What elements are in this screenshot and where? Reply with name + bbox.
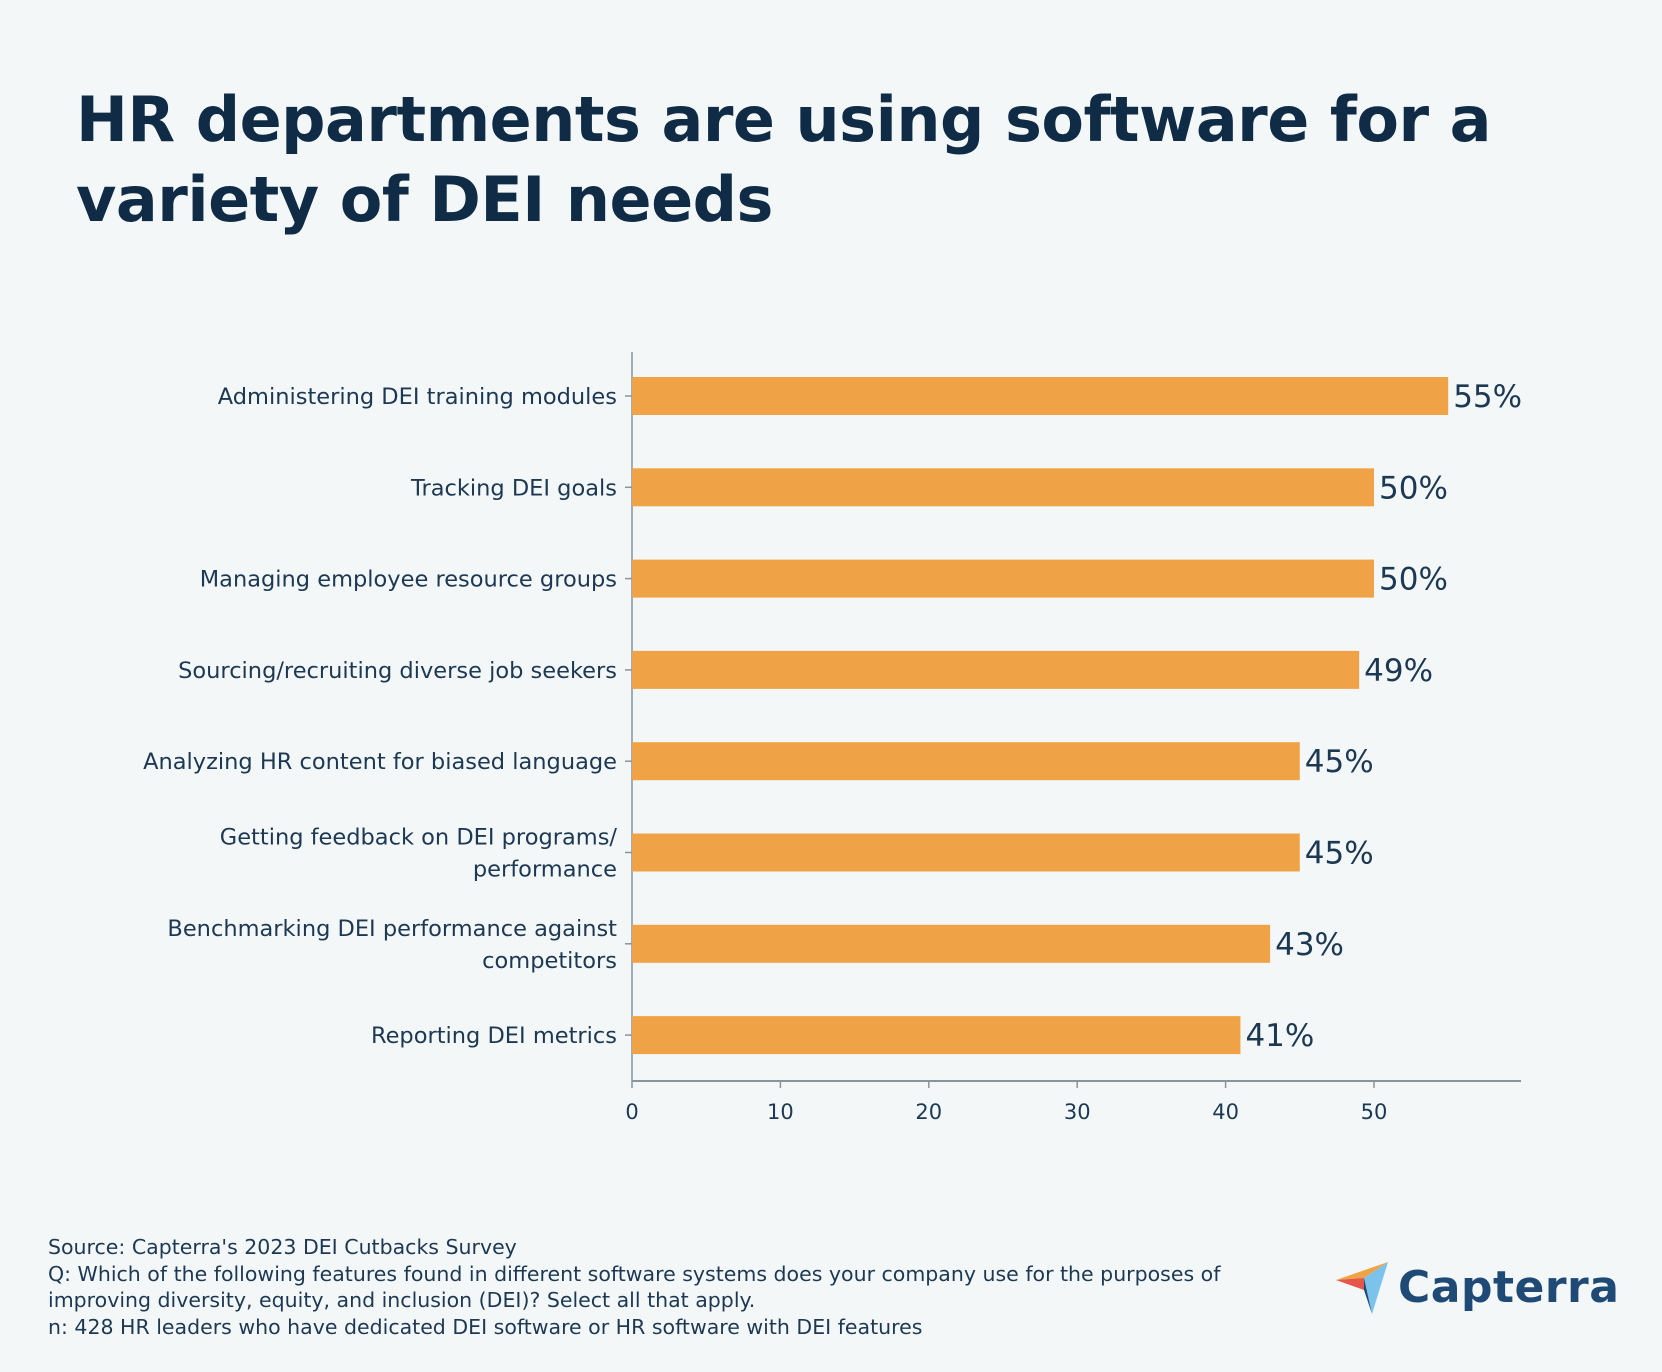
chart-title: HR departments are using software for a …	[76, 83, 1491, 236]
data-label: 55%	[1453, 379, 1522, 415]
source-note: Source: Capterra's 2023 DEI Cutbacks Sur…	[48, 1235, 517, 1259]
bar-chart: 0 10 20 30 40 50 55% Administering DEI training…	[143, 352, 1522, 1124]
category-label: performance	[473, 857, 617, 883]
data-label: 41%	[1245, 1018, 1314, 1054]
category-label: Tracking DEI goals	[410, 475, 617, 501]
category-label: Reporting DEI metrics	[371, 1023, 617, 1049]
bar	[632, 468, 1374, 507]
capterra-logo: Capterra	[1334, 1258, 1619, 1316]
category-label: competitors	[482, 948, 617, 974]
category-label: Sourcing/recruiting diverse job seekers	[178, 658, 617, 684]
category-label: Administering DEI training modules	[218, 384, 617, 410]
bar	[632, 924, 1271, 963]
sample-note: n: 428 HR leaders who have dedicated DEI…	[48, 1314, 923, 1339]
data-label: 50%	[1379, 562, 1448, 598]
category-label: Getting feedback on DEI programs/	[220, 825, 618, 851]
x-tick-label: 0	[625, 1100, 638, 1124]
x-tick-label: 40	[1212, 1100, 1239, 1124]
chart-footer: Source: Capterra's 2023 DEI Cutbacks Sur…	[48, 1234, 1220, 1340]
x-tick-label: 50	[1361, 1100, 1388, 1124]
bar	[632, 833, 1300, 872]
data-label: 45%	[1305, 836, 1374, 872]
category-label: Analyzing HR content for biased language	[143, 749, 617, 775]
bar	[632, 377, 1449, 415]
data-label: 49%	[1364, 653, 1433, 689]
logo-text: Capterra	[1398, 1261, 1620, 1313]
x-tick-label: 30	[1064, 1100, 1091, 1124]
data-label: 50%	[1379, 470, 1448, 506]
bar	[632, 1016, 1241, 1055]
data-label: 43%	[1275, 927, 1344, 963]
capterra-arrow-icon	[1336, 1262, 1388, 1314]
category-label: Managing employee resource groups	[200, 567, 617, 593]
bar	[632, 742, 1300, 781]
bar	[632, 559, 1374, 598]
data-label: 45%	[1305, 744, 1374, 780]
question-note-line1: Q: Which of the following features found…	[48, 1261, 1221, 1286]
x-tick-label: 20	[915, 1100, 942, 1124]
category-label: Benchmarking DEI performance against	[167, 916, 617, 942]
bar	[632, 650, 1360, 689]
question-note-line2: improving diversity, equity, and inclusi…	[48, 1288, 756, 1312]
x-tick-label: 10	[767, 1100, 794, 1124]
